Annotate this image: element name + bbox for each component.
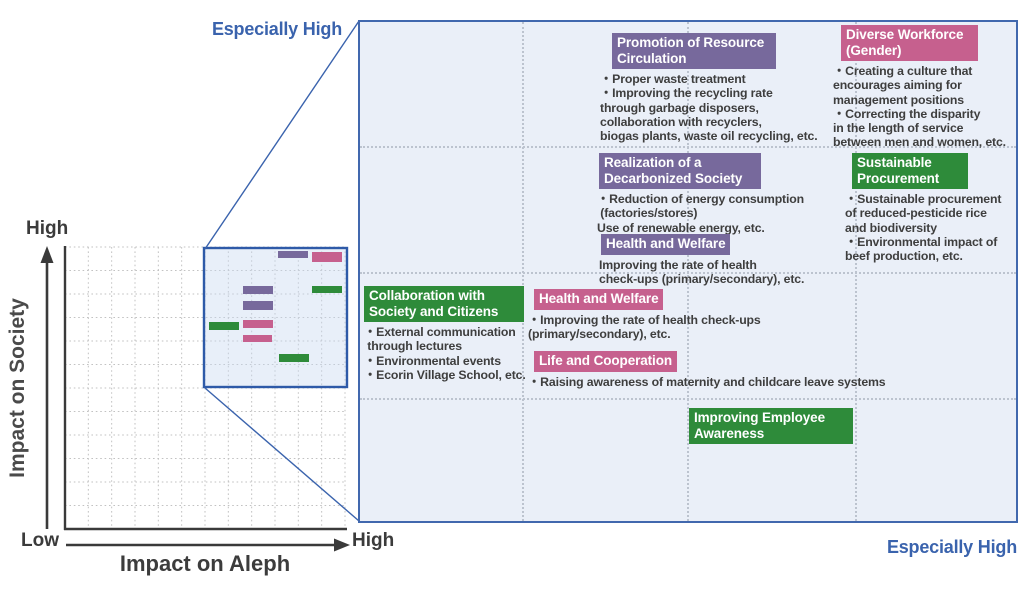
matrix-marker <box>312 286 342 293</box>
matrix-marker <box>279 354 309 362</box>
matrix-marker <box>243 301 273 310</box>
topic-detail-line: collaboration with recyclers, <box>600 114 762 129</box>
topic-detail-line: ・Creating a culture that <box>833 64 973 78</box>
y-axis-high-label: High <box>26 218 69 239</box>
topic-title: Promotion of Resource Circulation <box>612 33 776 69</box>
matrix-marker <box>278 251 308 258</box>
topic-detail-line: (primary/secondary), etc. <box>528 326 671 341</box>
topic-detail-line: management positions <box>833 92 964 107</box>
topic-detail-line: (factories/stores) <box>597 206 698 221</box>
topic-detail-line: ・Sustainable procurement <box>845 192 1002 206</box>
panel-grid-vline <box>855 22 857 521</box>
topic-detail-line: beef production, etc. <box>845 249 963 264</box>
topic-detail-line: ・Ecorin Village School, etc. <box>364 367 526 382</box>
topic-detail-line: ・Improving the rate of health check-ups <box>528 312 761 327</box>
matrix-marker <box>209 322 239 330</box>
matrix-marker <box>243 335 272 342</box>
especially-high-label-top: Especially High <box>211 19 342 39</box>
topic-title: Sustainable Procurement <box>852 153 968 189</box>
topic-detail-line: ・Reduction of energy consumption <box>597 192 804 206</box>
magnified-detail-panel: Promotion of Resource Circulation ・Prope… <box>358 20 1018 523</box>
topic-detail-line: through lectures <box>364 339 462 354</box>
x-axis-high-label: High <box>352 530 395 551</box>
panel-grid-hline <box>360 272 1016 274</box>
x-axis-title: Impact on Aleph <box>119 551 291 576</box>
topic-title: Life and Cooperation <box>534 351 678 372</box>
panel-grid-vline <box>687 22 689 521</box>
connector-line-top <box>204 20 360 250</box>
matrix-marker <box>312 252 342 262</box>
panel-grid-hline <box>360 146 1016 148</box>
matrix-marker <box>243 286 273 294</box>
topic-detail-line: between men and women, etc. <box>833 135 1006 150</box>
topic-detail-line: ・Proper waste treatment <box>600 72 746 86</box>
topic-decarbonized-society: Realization of a Decarbonized Society ・R… <box>597 153 804 235</box>
topic-title: Health and Welfare <box>601 234 731 255</box>
topic-life-cooperation: Life and Cooperation ・Raising awareness … <box>528 351 886 389</box>
topic-title: Improving Employee Awareness <box>689 408 853 444</box>
highlight-region-fill <box>204 248 347 387</box>
topic-title: Health and Welfare <box>534 289 664 310</box>
topic-title: Realization of a Decarbonized Society <box>599 153 761 189</box>
topic-detail-line: encourages aiming for <box>833 78 962 93</box>
panel-grid-vline <box>522 22 524 521</box>
topic-detail-line: in the length of service <box>833 121 964 136</box>
connector-line-bottom <box>204 387 360 522</box>
y-axis-title: Impact on Society <box>6 298 29 478</box>
topic-detail-line: biogas plants, waste oil recycling, etc. <box>600 129 818 144</box>
topic-title: Collaboration with Society and Citizens <box>364 286 524 322</box>
topic-health-welfare-purple: Health and Welfare Improving the rate of… <box>599 234 804 286</box>
topic-detail-line: ・Raising awareness of maternity and chil… <box>528 374 886 389</box>
y-axis-arrowhead-icon <box>40 246 54 263</box>
topic-detail-line: ・Improving the recycling rate <box>600 86 773 101</box>
topic-resource-circulation: Promotion of Resource Circulation ・Prope… <box>600 33 818 144</box>
topic-detail-line: Improving the rate of health <box>599 257 757 272</box>
topic-detail-line: ・Environmental events <box>364 353 501 368</box>
topic-detail-line: ・Correcting the disparity <box>833 106 981 121</box>
topic-detail-line: ・External communication <box>364 325 516 339</box>
topic-title: Diverse Workforce (Gender) <box>841 25 978 61</box>
matrix-markers <box>209 251 342 362</box>
topic-detail-line: check-ups (primary/secondary), etc. <box>599 271 805 286</box>
highlight-region-border <box>202 246 349 389</box>
origin-low-label: Low <box>21 530 59 551</box>
topic-sustainable-procurement: Sustainable Procurement ・Sustainable pro… <box>845 153 1001 263</box>
topic-detail-line: ・Environmental impact of <box>845 234 998 249</box>
topic-detail-line: through garbage disposers, <box>600 100 759 115</box>
topic-collaboration-society: Collaboration with Society and Citizens … <box>364 286 526 382</box>
panel-grid-hline <box>360 398 1016 400</box>
topic-employee-awareness: Improving Employee Awareness <box>689 408 853 444</box>
x-axis-arrowhead-icon <box>334 538 350 552</box>
topic-health-welfare-pink: Health and Welfare ・Improving the rate o… <box>528 289 761 341</box>
especially-high-label-bottom: Especially High <box>886 537 1017 557</box>
topic-detail-line: and biodiversity <box>845 220 937 235</box>
topic-detail-line: of reduced-pesticide rice <box>845 206 987 221</box>
topic-detail-line: Use of renewable energy, etc. <box>597 220 765 235</box>
topic-diverse-workforce: Diverse Workforce (Gender) ・Creating a c… <box>833 25 1006 150</box>
matrix-marker <box>243 320 273 328</box>
